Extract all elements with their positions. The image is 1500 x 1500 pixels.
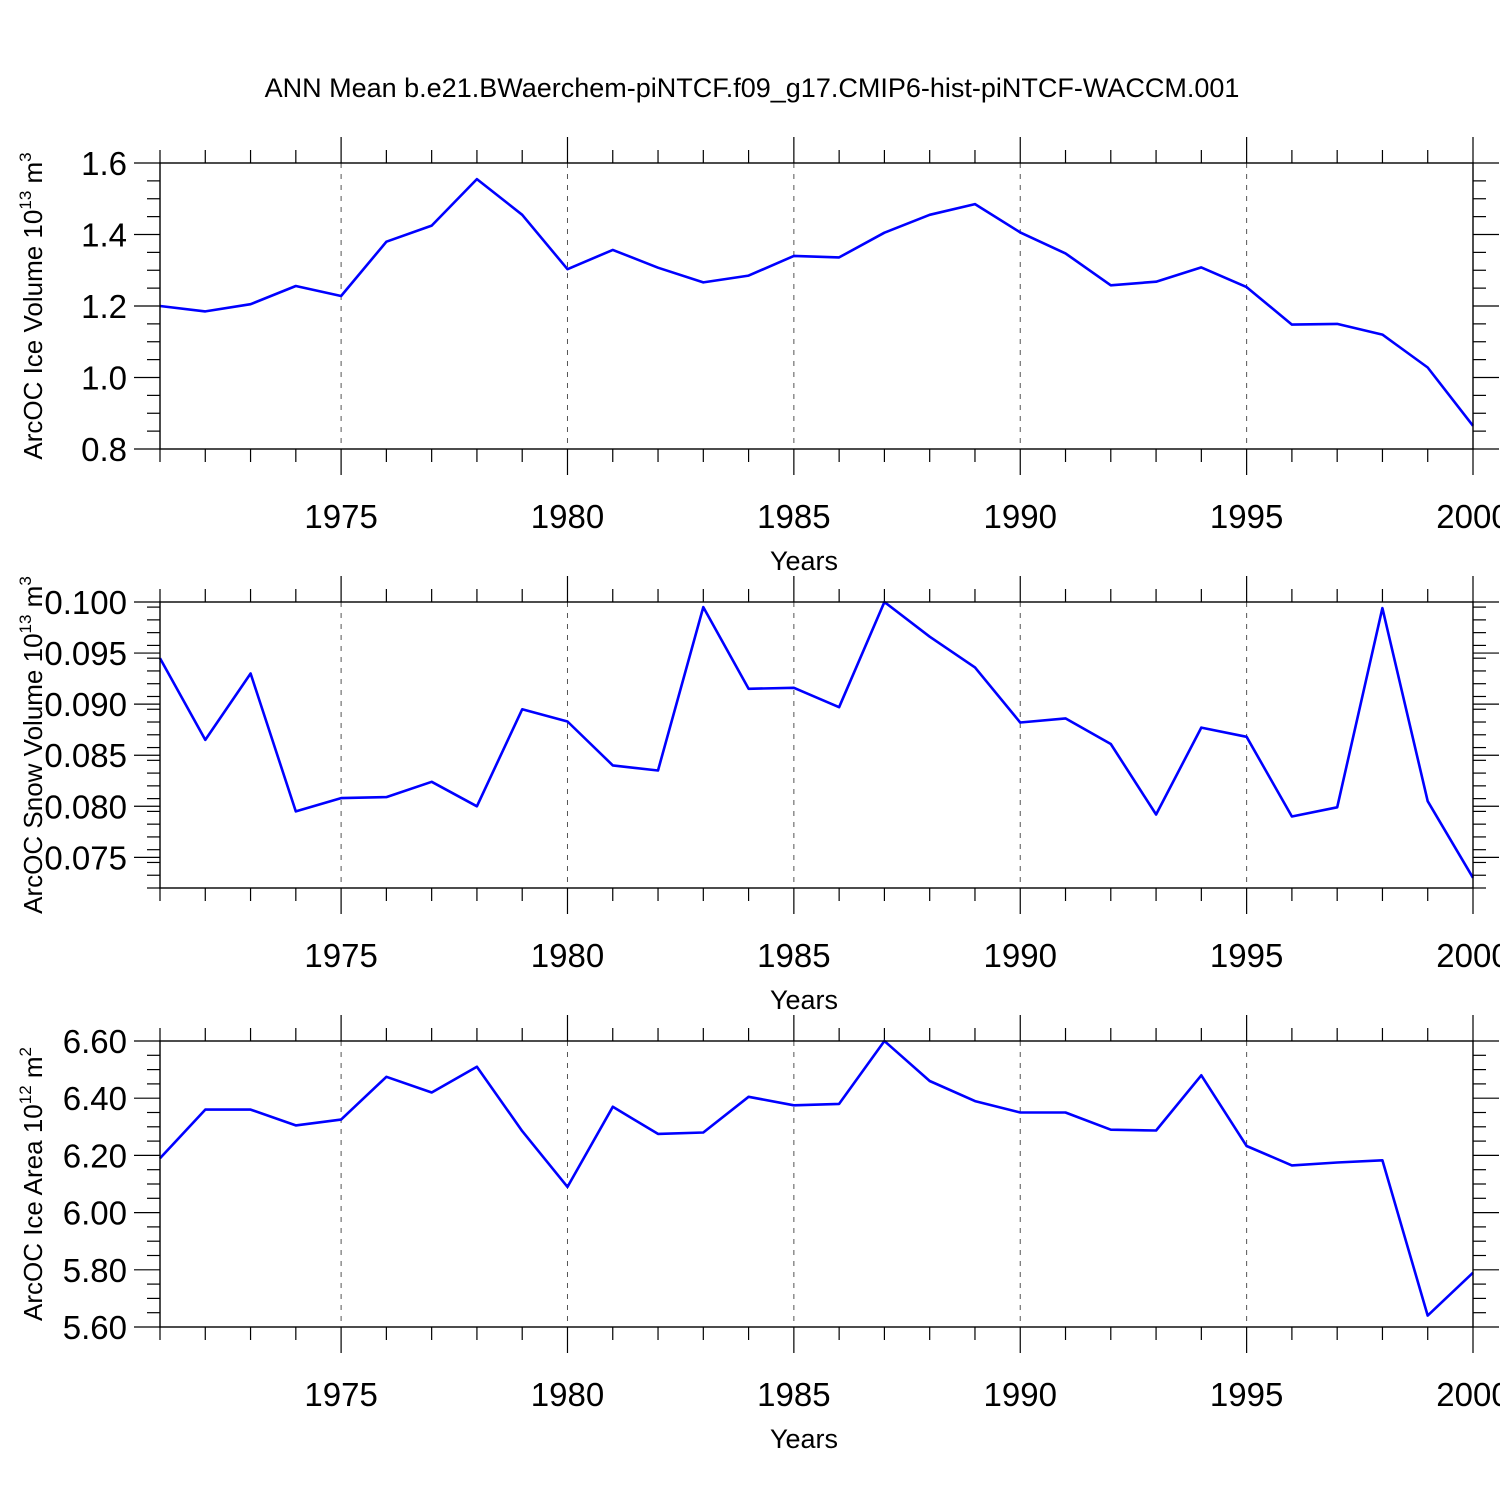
- plot-frame: [159, 601, 1474, 889]
- y-tick-label: 0.080: [44, 788, 127, 825]
- x-tick-label: 1980: [531, 1376, 604, 1413]
- y-axis-label: ArcOC Snow Volume 1013 m3: [16, 576, 48, 914]
- plot-frame: [159, 1040, 1474, 1328]
- plot-frame: [159, 162, 1474, 450]
- x-tick-label: 1980: [531, 498, 604, 535]
- y-tick-label: 0.100: [44, 584, 127, 621]
- y-tick-label: 5.60: [63, 1309, 127, 1346]
- y-tick-label: 6.20: [63, 1137, 127, 1174]
- x-tick-label: 1975: [304, 1376, 377, 1413]
- panels: 0.8 1.0 1.2 1.4 1.6 1975 1980 1985 1990 1995 2000 Y…: [16, 137, 1500, 1454]
- y-axis-label: ArcOC Ice Volume 1013 m3: [16, 152, 48, 459]
- x-tick-label: 2000: [1436, 1376, 1500, 1413]
- x-tick-label: 2000: [1436, 498, 1500, 535]
- x-tick-label: 1985: [757, 498, 830, 535]
- x-tick-label: 1990: [984, 498, 1057, 535]
- y-tick-label: 0.095: [44, 635, 127, 672]
- x-tick-label: 1990: [984, 937, 1057, 974]
- y-tick-label: 1.0: [81, 360, 127, 397]
- x-tick-label: 1985: [757, 937, 830, 974]
- y-tick-label: 0.085: [44, 737, 127, 774]
- x-tick-label: 1995: [1210, 937, 1283, 974]
- y-axis-label: ArcOC Ice Area 1012 m2: [16, 1047, 48, 1321]
- x-tick-label: 1995: [1210, 498, 1283, 535]
- series-line: [159, 177, 1475, 427]
- y-tick-label: 1.2: [81, 288, 127, 325]
- chart-title: ANN Mean b.e21.BWaerchem-piNTCF.f09_g17.…: [265, 73, 1240, 103]
- y-tick-label: 1.6: [81, 145, 127, 182]
- panel-snow-volume: 0.075 0.080 0.085 0.090 0.095 0.100 1975 1980 19…: [16, 576, 1500, 1015]
- y-tick-label: 0.090: [44, 686, 127, 723]
- panel-ice-area: 5.60 5.80 6.00 6.20 6.40 6.60 1975 1980 1985 1990…: [16, 1015, 1500, 1454]
- y-tick-label: 0.075: [44, 839, 127, 876]
- x-tick-label: 1980: [531, 937, 604, 974]
- x-tick-label: 1990: [984, 1376, 1057, 1413]
- y-tick-label: 6.40: [63, 1080, 127, 1117]
- series-line: [159, 1039, 1474, 1317]
- x-axis-label: Years: [770, 985, 838, 1015]
- panel-ice-volume: 0.8 1.0 1.2 1.4 1.6 1975 1980 1985 1990 1995 2000 Y…: [16, 137, 1500, 576]
- x-axis-label: Years: [770, 546, 838, 576]
- y-tick-label: 6.00: [63, 1195, 127, 1232]
- x-tick-label: 1975: [304, 937, 377, 974]
- x-tick-label: 2000: [1436, 937, 1500, 974]
- x-axis-label: Years: [770, 1424, 838, 1454]
- x-tick-label: 1995: [1210, 1376, 1283, 1413]
- y-tick-label: 6.60: [63, 1023, 127, 1060]
- y-tick-label: 1.4: [81, 217, 127, 254]
- series-line: [158, 600, 1475, 879]
- x-tick-label: 1975: [304, 498, 377, 535]
- y-tick-label: 5.80: [63, 1252, 127, 1289]
- x-tick-label: 1985: [757, 1376, 830, 1413]
- y-tick-label: 0.8: [81, 431, 127, 468]
